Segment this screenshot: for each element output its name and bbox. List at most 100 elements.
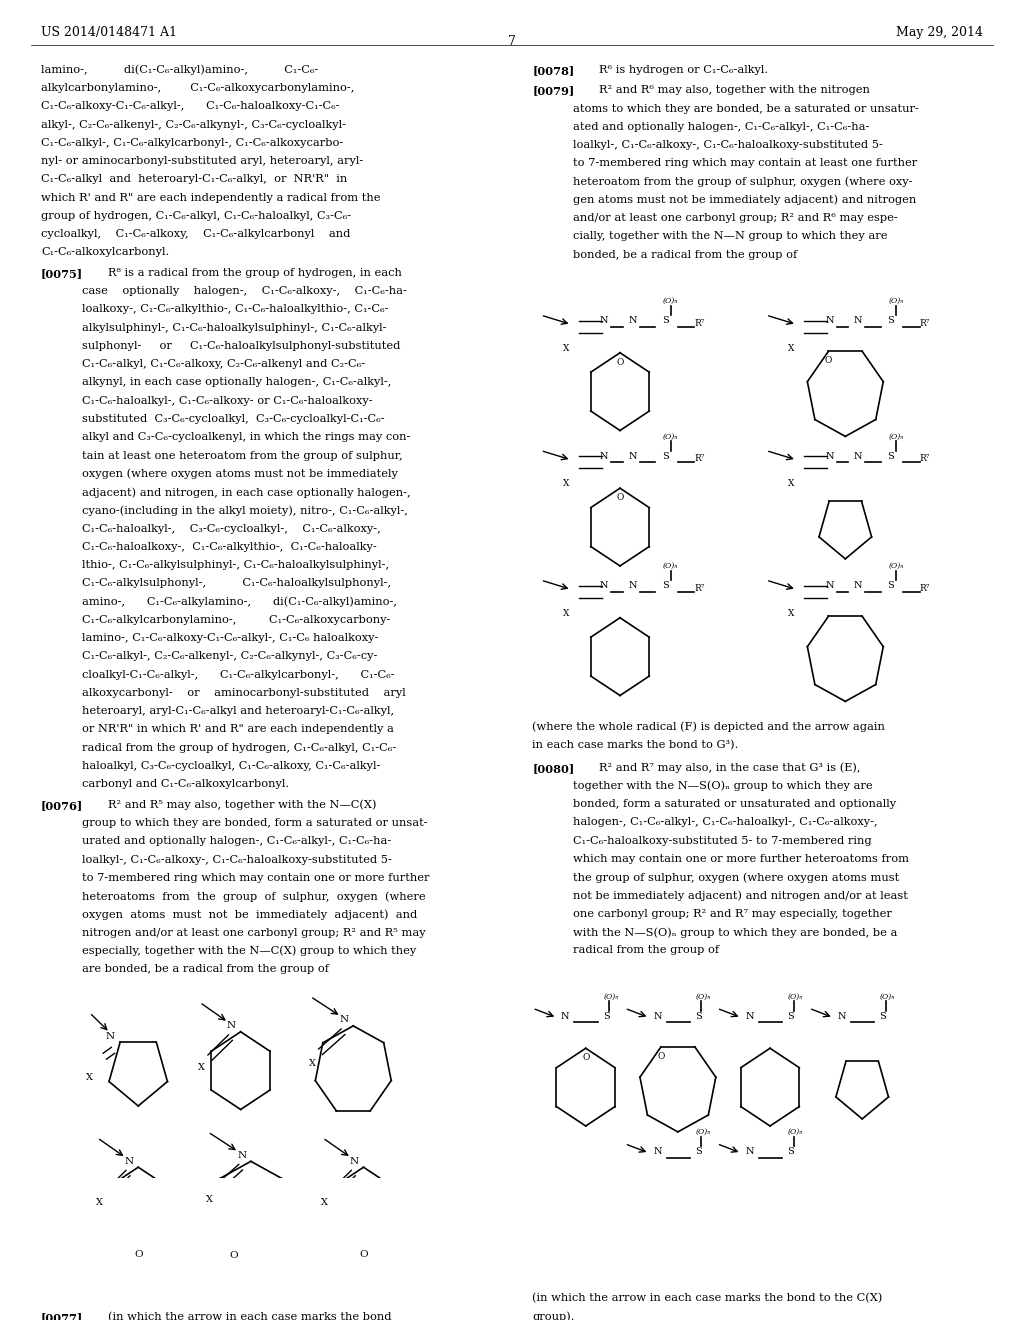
Text: (O)ₙ: (O)ₙ bbox=[880, 993, 896, 1001]
Text: C₁-C₆-alkoxy-C₁-C₆-alkyl-,      C₁-C₆-haloalkoxy-C₁-C₆-: C₁-C₆-alkoxy-C₁-C₆-alkyl-, C₁-C₆-haloalk… bbox=[41, 102, 340, 111]
Text: not be immediately adjacent) and nitrogen and/or at least: not be immediately adjacent) and nitroge… bbox=[573, 891, 908, 902]
Text: R⁷: R⁷ bbox=[920, 583, 930, 593]
Text: (O)ₙ: (O)ₙ bbox=[888, 297, 904, 305]
Text: N: N bbox=[854, 317, 862, 326]
Text: N: N bbox=[600, 451, 608, 461]
Text: X: X bbox=[86, 1073, 93, 1082]
Text: alkylsulphinyl-, C₁-C₆-haloalkylsulphinyl-, C₁-C₆-alkyl-: alkylsulphinyl-, C₁-C₆-haloalkylsulphiny… bbox=[82, 322, 386, 333]
Text: C₁-C₆-alkyl  and  heteroaryl-C₁-C₆-alkyl,  or  NR'R"  in: C₁-C₆-alkyl and heteroaryl-C₁-C₆-alkyl, … bbox=[41, 174, 347, 185]
Text: (in which the arrow in each case marks the bond to the C(X): (in which the arrow in each case marks t… bbox=[532, 1294, 883, 1304]
Text: are bonded, be a radical from the group of: are bonded, be a radical from the group … bbox=[82, 964, 329, 974]
Text: N: N bbox=[561, 1012, 569, 1020]
Text: N: N bbox=[600, 317, 608, 326]
Text: C₁-C₆-alkyl-, C₂-C₆-alkenyl-, C₂-C₆-alkynyl-, C₃-C₆-cy-: C₁-C₆-alkyl-, C₂-C₆-alkenyl-, C₂-C₆-alky… bbox=[82, 651, 377, 661]
Text: X: X bbox=[563, 343, 569, 352]
Text: haloalkyl, C₃-C₆-cycloalkyl, C₁-C₆-alkoxy, C₁-C₆-alkyl-: haloalkyl, C₃-C₆-cycloalkyl, C₁-C₆-alkox… bbox=[82, 760, 380, 771]
Text: [0080]: [0080] bbox=[532, 763, 574, 774]
Text: atoms to which they are bonded, be a saturated or unsatur-: atoms to which they are bonded, be a sat… bbox=[573, 104, 920, 114]
Text: X: X bbox=[199, 1063, 205, 1072]
Text: N: N bbox=[825, 317, 834, 326]
Text: N: N bbox=[340, 1015, 348, 1024]
Text: which may contain one or more further heteroatoms from: which may contain one or more further he… bbox=[573, 854, 909, 863]
Text: [0079]: [0079] bbox=[532, 86, 574, 96]
Text: group of hydrogen, C₁-C₆-alkyl, C₁-C₆-haloalkyl, C₃-C₆-: group of hydrogen, C₁-C₆-alkyl, C₁-C₆-ha… bbox=[41, 211, 351, 220]
Text: N: N bbox=[854, 451, 862, 461]
Text: bonded, form a saturated or unsaturated and optionally: bonded, form a saturated or unsaturated … bbox=[573, 799, 897, 809]
Text: (O)ₙ: (O)ₙ bbox=[603, 993, 620, 1001]
Text: and/or at least one carbonyl group; R² and R⁶ may espe-: and/or at least one carbonyl group; R² a… bbox=[573, 214, 898, 223]
Text: (O)ₙ: (O)ₙ bbox=[888, 433, 904, 441]
Text: S: S bbox=[888, 451, 894, 461]
Text: O: O bbox=[616, 358, 624, 367]
Text: S: S bbox=[695, 1147, 701, 1156]
Text: R⁷: R⁷ bbox=[920, 319, 930, 327]
Text: loalkyl-, C₁-C₆-alkoxy-, C₁-C₆-haloalkoxy-substituted 5-: loalkyl-, C₁-C₆-alkoxy-, C₁-C₆-haloalkox… bbox=[82, 854, 392, 865]
Text: US 2014/0148471 A1: US 2014/0148471 A1 bbox=[41, 26, 177, 38]
Text: C₁-C₆-haloalkoxy-substituted 5- to 7-membered ring: C₁-C₆-haloalkoxy-substituted 5- to 7-mem… bbox=[573, 836, 872, 846]
Text: substituted  C₃-C₆-cycloalkyl,  C₃-C₆-cycloalkyl-C₁-C₆-: substituted C₃-C₆-cycloalkyl, C₃-C₆-cycl… bbox=[82, 414, 385, 424]
Text: May 29, 2014: May 29, 2014 bbox=[896, 26, 983, 38]
Text: lamino-,          di(C₁-C₆-alkyl)amino-,          C₁-C₆-: lamino-, di(C₁-C₆-alkyl)amino-, C₁-C₆- bbox=[41, 65, 318, 75]
Text: O: O bbox=[359, 1250, 368, 1259]
Text: (O)ₙ: (O)ₙ bbox=[888, 562, 904, 570]
Text: (O)ₙ: (O)ₙ bbox=[695, 1127, 712, 1137]
Text: N: N bbox=[600, 582, 608, 590]
Text: N: N bbox=[629, 317, 637, 326]
Text: X: X bbox=[309, 1059, 315, 1068]
Text: C₁-C₆-haloalkyl-, C₁-C₆-alkoxy- or C₁-C₆-haloalkoxy-: C₁-C₆-haloalkyl-, C₁-C₆-alkoxy- or C₁-C₆… bbox=[82, 396, 373, 405]
Text: cloalkyl-C₁-C₆-alkyl-,      C₁-C₆-alkylcarbonyl-,      C₁-C₆-: cloalkyl-C₁-C₆-alkyl-, C₁-C₆-alkylcarbon… bbox=[82, 669, 394, 680]
Text: [0076]: [0076] bbox=[41, 800, 83, 810]
Text: O: O bbox=[657, 1052, 665, 1061]
Text: C₁-C₆-alkoxylcarbonyl.: C₁-C₆-alkoxylcarbonyl. bbox=[41, 247, 169, 257]
Text: N: N bbox=[629, 582, 637, 590]
Text: X: X bbox=[96, 1199, 102, 1206]
Text: R⁷: R⁷ bbox=[694, 454, 705, 463]
Text: R² and R⁷ may also, in the case that G³ is (E),: R² and R⁷ may also, in the case that G³ … bbox=[599, 763, 860, 774]
Text: with the N—S(O)ₙ group to which they are bonded, be a: with the N—S(O)ₙ group to which they are… bbox=[573, 927, 898, 937]
Text: urated and optionally halogen-, C₁-C₆-alkyl-, C₁-C₆-ha-: urated and optionally halogen-, C₁-C₆-al… bbox=[82, 837, 391, 846]
Text: N: N bbox=[854, 582, 862, 590]
Text: C₁-C₆-haloalkyl-,    C₃-C₆-cycloalkyl-,    C₁-C₆-alkoxy-,: C₁-C₆-haloalkyl-, C₃-C₆-cycloalkyl-, C₁-… bbox=[82, 524, 381, 533]
Text: to 7-membered ring which may contain one or more further: to 7-membered ring which may contain one… bbox=[82, 873, 429, 883]
Text: radical from the group of: radical from the group of bbox=[573, 945, 720, 956]
Text: X: X bbox=[788, 609, 795, 618]
Text: X: X bbox=[788, 479, 795, 488]
Text: N: N bbox=[745, 1147, 754, 1156]
Text: N: N bbox=[653, 1012, 662, 1020]
Text: alkyl-, C₂-C₆-alkenyl-, C₂-C₆-alkynyl-, C₃-C₆-cycloalkyl-: alkyl-, C₂-C₆-alkenyl-, C₂-C₆-alkynyl-, … bbox=[41, 120, 346, 129]
Text: O: O bbox=[616, 494, 624, 502]
Text: O: O bbox=[134, 1250, 142, 1259]
Text: loalkyl-, C₁-C₆-alkoxy-, C₁-C₆-haloalkoxy-substituted 5-: loalkyl-, C₁-C₆-alkoxy-, C₁-C₆-haloalkox… bbox=[573, 140, 884, 150]
Text: X: X bbox=[322, 1199, 328, 1206]
Text: together with the N—S(O)ₙ group to which they are: together with the N—S(O)ₙ group to which… bbox=[573, 781, 873, 792]
Text: (O)ₙ: (O)ₙ bbox=[663, 297, 679, 305]
Text: N: N bbox=[105, 1032, 115, 1040]
Text: to 7-membered ring which may contain at least one further: to 7-membered ring which may contain at … bbox=[573, 158, 918, 169]
Text: R⁷: R⁷ bbox=[694, 583, 705, 593]
Text: radical from the group of hydrogen, C₁-C₆-alkyl, C₁-C₆-: radical from the group of hydrogen, C₁-C… bbox=[82, 743, 396, 752]
Text: nitrogen and/or at least one carbonyl group; R² and R⁵ may: nitrogen and/or at least one carbonyl gr… bbox=[82, 928, 426, 937]
Text: nyl- or aminocarbonyl-substituted aryl, heteroaryl, aryl-: nyl- or aminocarbonyl-substituted aryl, … bbox=[41, 156, 364, 166]
Text: alkynyl, in each case optionally halogen-, C₁-C₆-alkyl-,: alkynyl, in each case optionally halogen… bbox=[82, 378, 391, 388]
Text: (O)ₙ: (O)ₙ bbox=[663, 562, 679, 570]
Text: cially, together with the N—N group to which they are: cially, together with the N—N group to w… bbox=[573, 231, 888, 242]
Text: group).: group). bbox=[532, 1312, 575, 1320]
Text: (O)ₙ: (O)ₙ bbox=[787, 1127, 804, 1137]
Text: (where the whole radical (F) is depicted and the arrow again: (where the whole radical (F) is depicted… bbox=[532, 722, 886, 733]
Text: O: O bbox=[582, 1053, 590, 1063]
Text: R² and R⁵ may also, together with the N—C(X): R² and R⁵ may also, together with the N—… bbox=[108, 800, 376, 810]
Text: halogen-, C₁-C₆-alkyl-, C₁-C₆-haloalkyl-, C₁-C₆-alkoxy-,: halogen-, C₁-C₆-alkyl-, C₁-C₆-haloalkyl-… bbox=[573, 817, 878, 828]
Text: the group of sulphur, oxygen (where oxygen atoms must: the group of sulphur, oxygen (where oxyg… bbox=[573, 873, 900, 883]
Text: gen atoms must not be immediately adjacent) and nitrogen: gen atoms must not be immediately adjace… bbox=[573, 195, 916, 206]
Text: O: O bbox=[229, 1251, 239, 1261]
Text: (in which the arrow in each case marks the bond: (in which the arrow in each case marks t… bbox=[108, 1312, 391, 1320]
Text: heteroaryl, aryl-C₁-C₆-alkyl and heteroaryl-C₁-C₆-alkyl,: heteroaryl, aryl-C₁-C₆-alkyl and heteroa… bbox=[82, 706, 394, 715]
Text: [0077]: [0077] bbox=[41, 1312, 83, 1320]
Text: [0078]: [0078] bbox=[532, 65, 574, 75]
Text: S: S bbox=[787, 1147, 794, 1156]
Text: X: X bbox=[207, 1195, 213, 1204]
Text: adjacent) and nitrogen, in each case optionally halogen-,: adjacent) and nitrogen, in each case opt… bbox=[82, 487, 411, 498]
Text: R² and R⁶ may also, together with the nitrogen: R² and R⁶ may also, together with the ni… bbox=[599, 86, 870, 95]
Text: X: X bbox=[788, 343, 795, 352]
Text: loalkoxy-, C₁-C₆-alkylthio-, C₁-C₆-haloalkylthio-, C₁-C₆-: loalkoxy-, C₁-C₆-alkylthio-, C₁-C₆-haloa… bbox=[82, 305, 388, 314]
